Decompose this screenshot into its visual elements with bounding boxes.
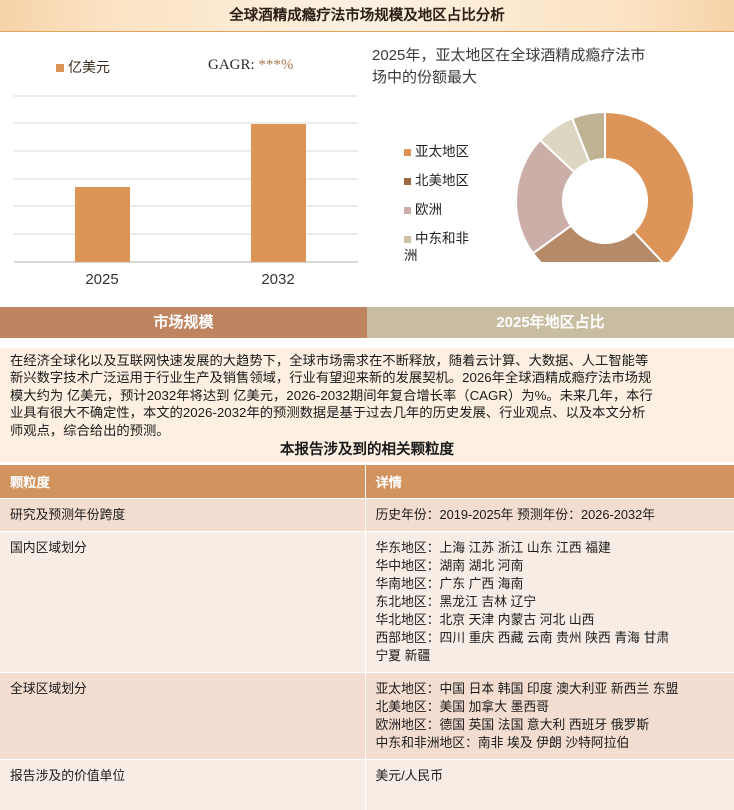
svg-text:2025: 2025 <box>85 271 118 288</box>
svg-text:2032: 2032 <box>261 271 294 288</box>
